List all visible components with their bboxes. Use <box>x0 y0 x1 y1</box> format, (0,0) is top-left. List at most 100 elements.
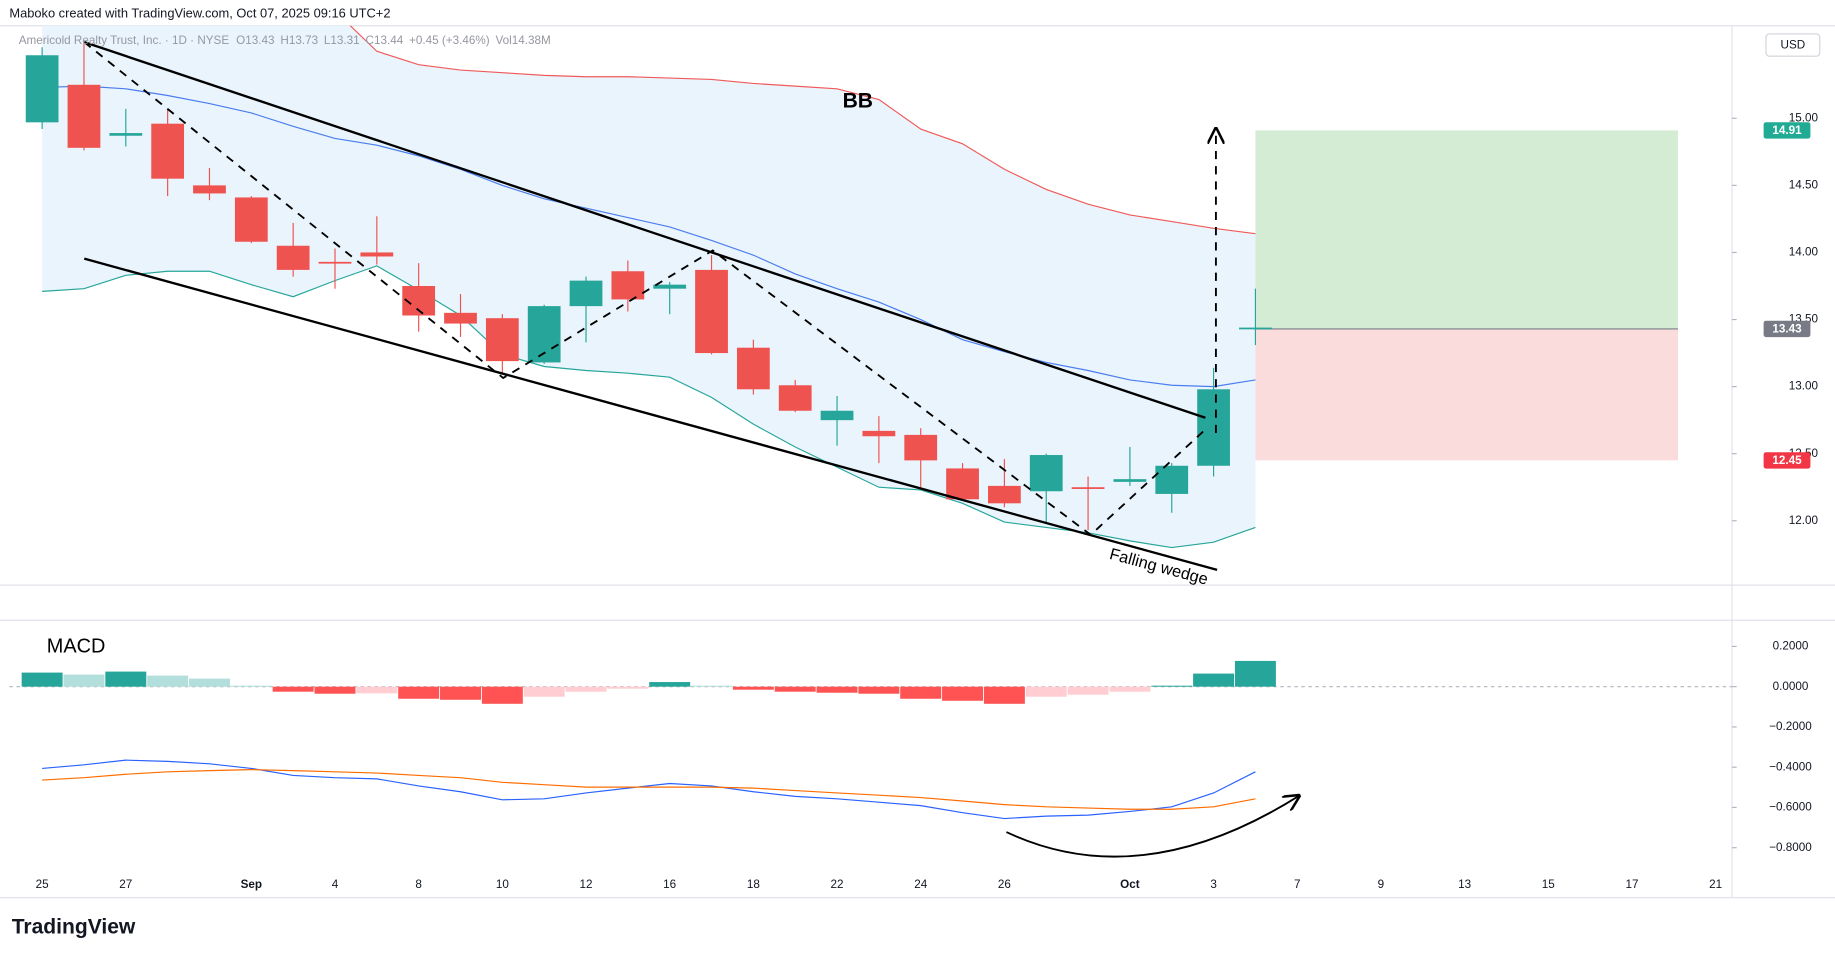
candle-body <box>653 284 687 289</box>
candle-body <box>778 385 812 411</box>
y-tick-label: 13.00 <box>1789 380 1819 393</box>
price-badge-label: 12.45 <box>1772 454 1802 467</box>
histogram-bar <box>732 686 774 690</box>
histogram-bar <box>440 686 481 700</box>
histogram-bar <box>481 686 523 704</box>
macd-line <box>42 769 1256 810</box>
legend-item: +0.45 (+3.46%) <box>409 34 490 47</box>
target-zone <box>1255 130 1678 329</box>
candle-body <box>1197 389 1230 466</box>
histogram-bar <box>691 685 733 687</box>
bb-label: BB <box>843 89 873 112</box>
price-pane <box>25 25 1678 549</box>
price-badge-label: 13.43 <box>1772 323 1802 336</box>
x-tick-label: 12 <box>580 878 593 891</box>
x-tick-label: 15 <box>1542 878 1555 891</box>
currency: USD <box>1781 39 1806 52</box>
x-tick-label: 17 <box>1625 878 1638 891</box>
candle-body <box>1155 465 1189 494</box>
legend-item: C13.44 <box>366 34 404 47</box>
histogram-bar <box>272 686 314 692</box>
x-tick-label: 10 <box>496 878 510 891</box>
x-tick-label: 4 <box>332 878 339 891</box>
histogram-bar <box>1151 685 1193 687</box>
histogram-bar <box>1067 686 1109 695</box>
candle-body <box>234 197 268 242</box>
x-tick-label: 22 <box>831 878 844 891</box>
y-tick-label: −0.8000 <box>1769 841 1812 854</box>
histogram-bar <box>858 686 900 694</box>
histogram-bar <box>230 685 272 687</box>
candle-body <box>25 55 59 123</box>
candle-body <box>1071 487 1105 489</box>
axes: 12.0012.5013.0013.5014.0014.5015.0014.91… <box>36 111 1819 890</box>
x-tick-label: 26 <box>998 878 1011 891</box>
histogram-bar <box>105 671 147 687</box>
indicator-label: MACD <box>47 635 106 657</box>
histogram-bar <box>565 686 607 692</box>
x-tick-label: Oct <box>1120 878 1140 891</box>
legend-item: H13.73 <box>280 34 318 47</box>
candle-body <box>67 84 101 148</box>
x-tick-label: 24 <box>914 878 928 891</box>
histogram-bar <box>816 686 858 693</box>
x-tick-label: Sep <box>241 878 262 891</box>
histogram-bar <box>398 686 440 699</box>
candle-body <box>485 318 519 362</box>
stop-zone <box>1255 328 1678 461</box>
candle-body <box>1239 327 1272 330</box>
legend-item: L13.31 <box>324 34 360 47</box>
candle-body <box>695 269 728 354</box>
histogram-bar <box>900 686 942 699</box>
histogram-bar <box>356 686 398 694</box>
histogram-bar <box>314 686 356 694</box>
histogram-bar <box>1234 660 1276 687</box>
candle-body <box>151 123 185 179</box>
histogram-bar <box>942 686 984 701</box>
y-tick-label: 12.00 <box>1789 514 1819 527</box>
candle-body <box>988 485 1021 504</box>
credit: Maboko created with TradingView.com, Oct… <box>9 5 390 20</box>
currency-box[interactable] <box>1765 33 1821 57</box>
histogram-bar <box>607 686 649 689</box>
wave-path <box>83 41 1207 537</box>
logo: TradingView <box>12 916 136 939</box>
candle-body <box>862 430 896 437</box>
band-line <box>42 265 1256 549</box>
y-tick-label: 0.2000 <box>1773 640 1809 653</box>
legend: Americold Realty Trust, Inc. · 1D · NYSE… <box>19 34 551 47</box>
candle-body <box>1029 455 1063 492</box>
macd-line <box>42 759 1256 820</box>
candle-body <box>904 434 938 461</box>
x-tick-label: 9 <box>1378 878 1385 891</box>
macd-pane <box>9 660 1733 820</box>
candle-body <box>276 245 310 270</box>
candle-body <box>820 410 854 421</box>
candle-body <box>444 312 477 324</box>
y-tick-label: −0.4000 <box>1769 760 1812 773</box>
candle-body <box>1113 479 1147 482</box>
price-badge <box>1763 452 1811 469</box>
candle-body <box>946 468 979 500</box>
x-tick-label: 18 <box>747 878 760 891</box>
momentum-arrow <box>1006 796 1299 858</box>
x-tick-label: 16 <box>663 878 676 891</box>
legend-item: Vol14.38M <box>496 34 551 47</box>
price-badge <box>1763 320 1811 338</box>
y-tick-label: −0.2000 <box>1769 720 1812 733</box>
candle-body <box>193 185 226 194</box>
histogram-bar <box>1193 673 1235 687</box>
histogram-bar <box>1109 686 1151 692</box>
histogram-bar <box>523 686 565 697</box>
band-line <box>42 85 1256 388</box>
y-tick-label: 0.0000 <box>1773 680 1809 693</box>
legend-item: O13.43 <box>236 34 274 47</box>
histogram-bar <box>983 686 1025 704</box>
band-line <box>349 25 1256 235</box>
histogram-bar <box>189 678 230 687</box>
histogram-bar <box>1025 686 1067 697</box>
candle-body <box>736 347 770 390</box>
histogram-bar <box>649 682 691 687</box>
x-tick-label: 7 <box>1294 878 1301 891</box>
